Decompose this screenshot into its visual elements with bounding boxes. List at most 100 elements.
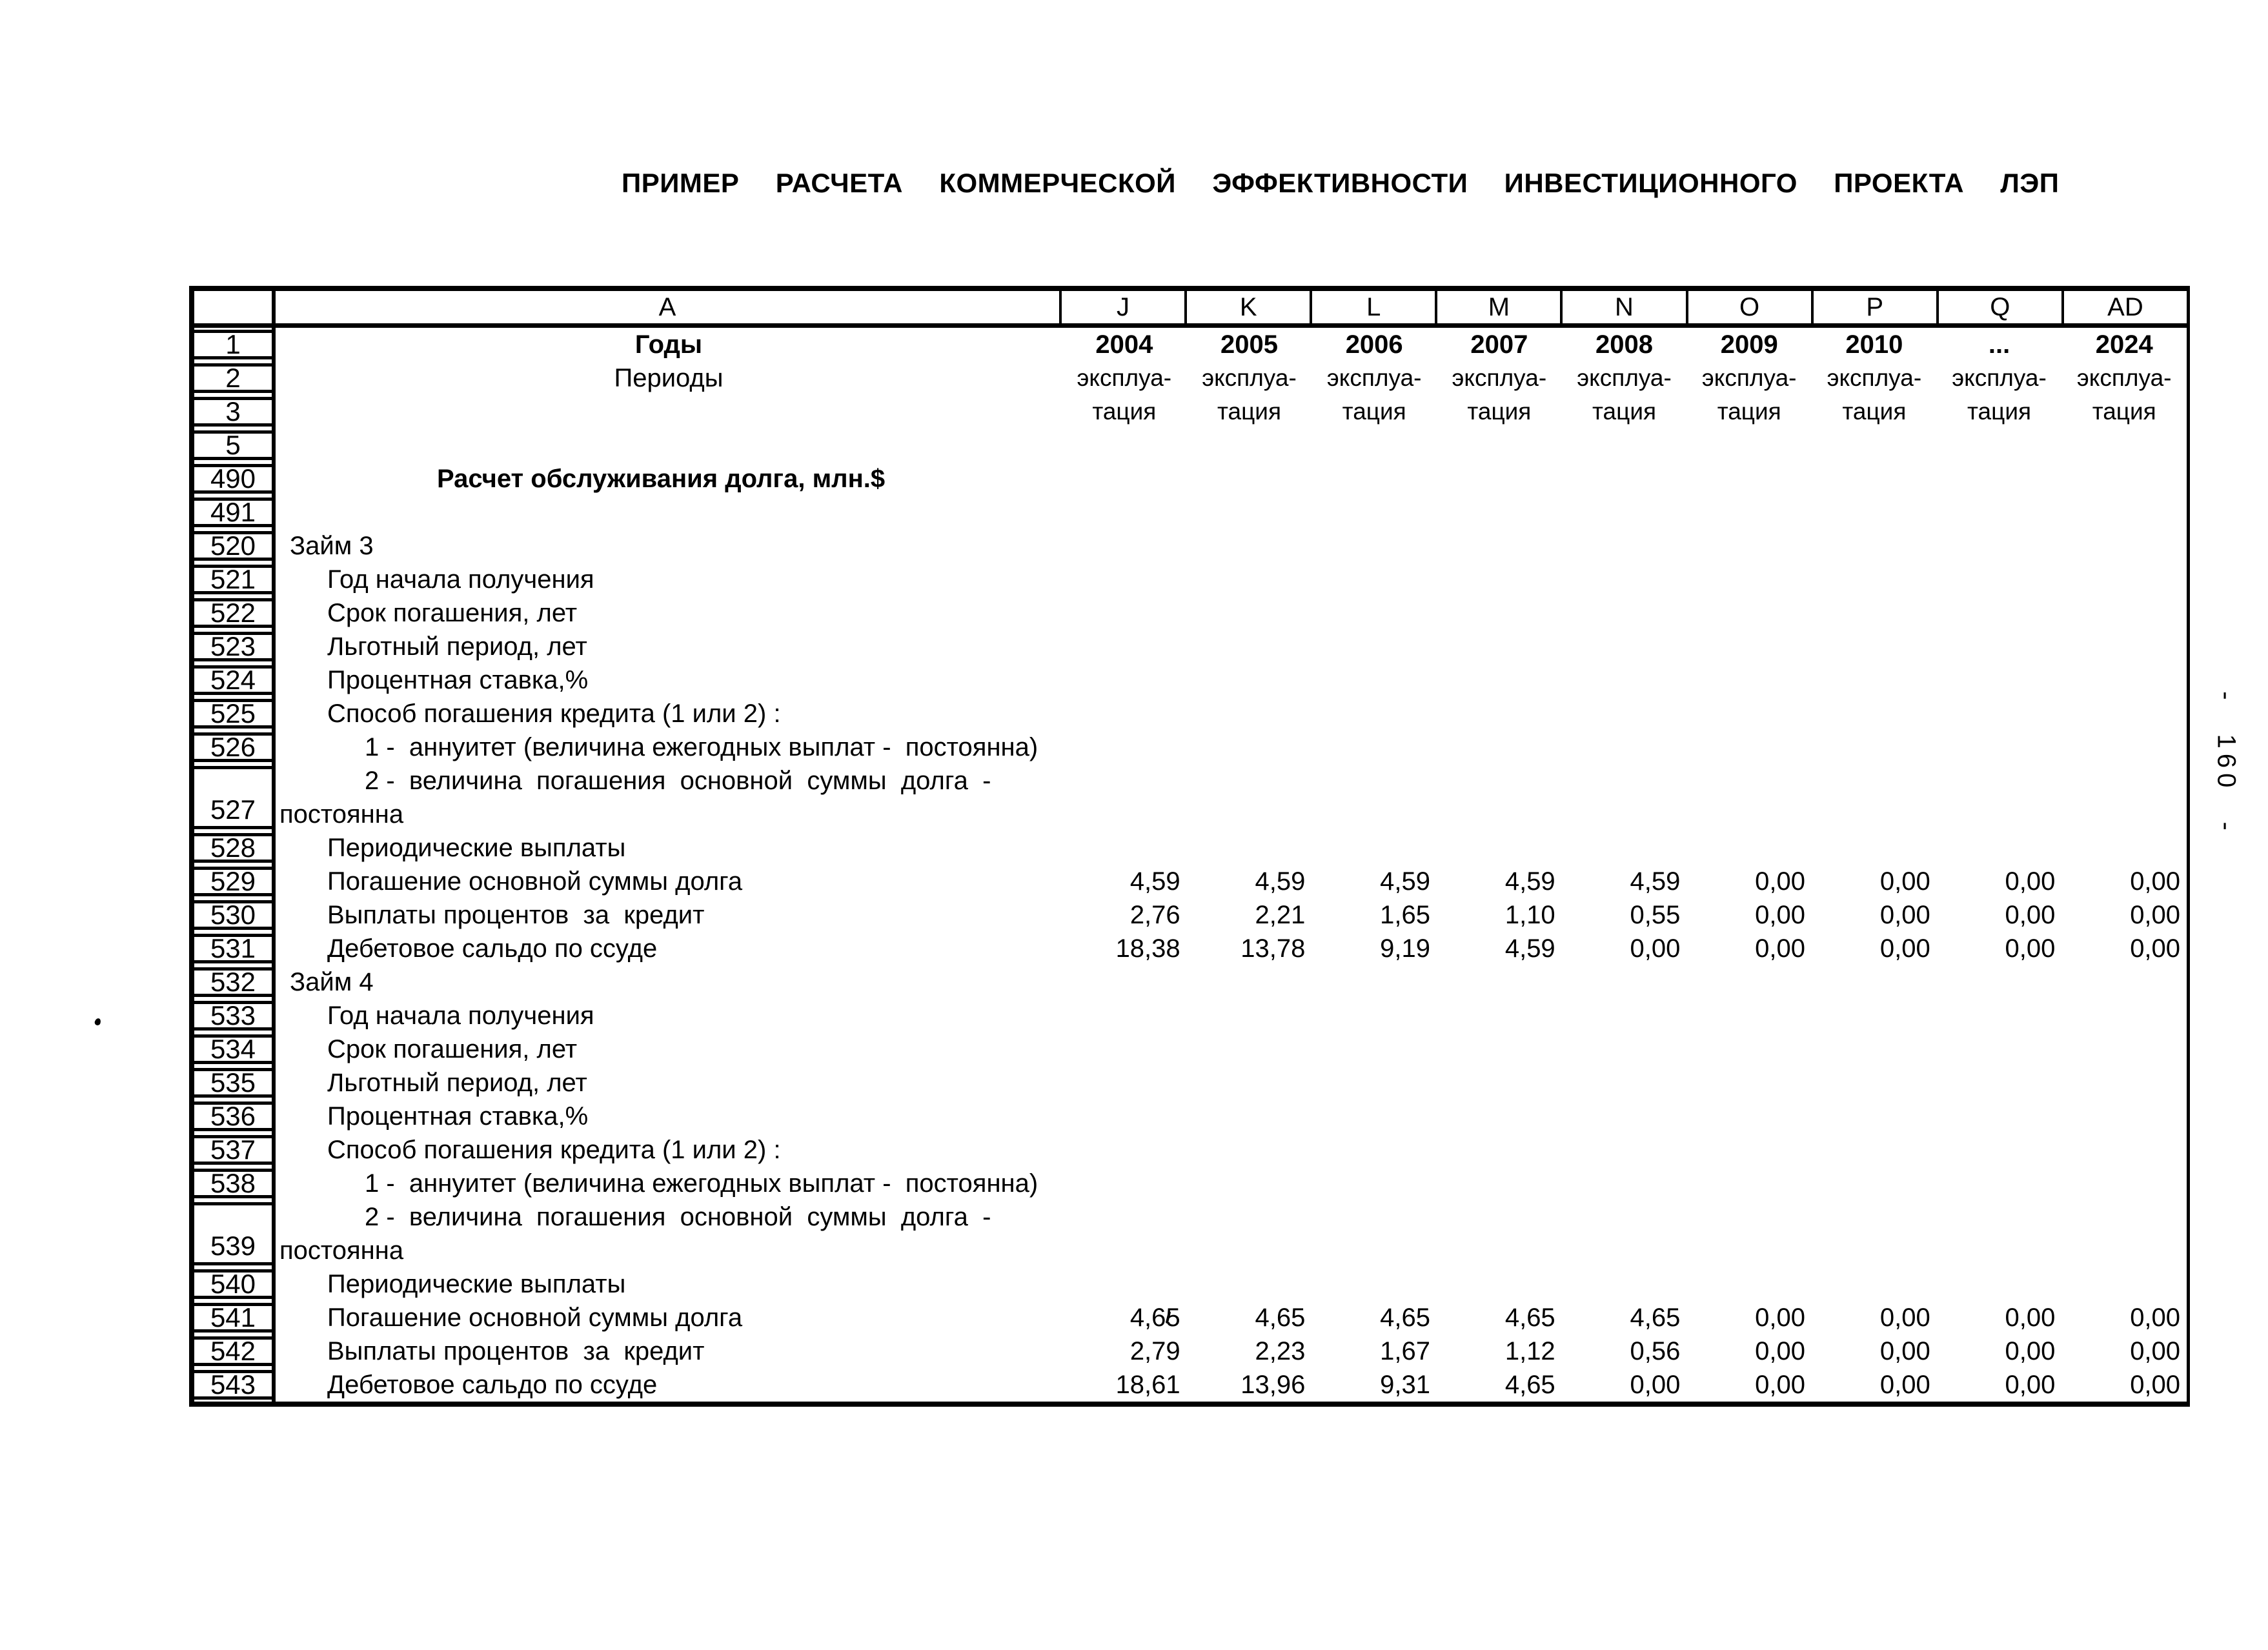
value-cell: 13,78 bbox=[1240, 934, 1306, 963]
value-cell: 4,59 bbox=[1504, 867, 1555, 896]
value-cell: 0,00 bbox=[1879, 867, 1930, 896]
row-label: Срок погашения, лет bbox=[327, 1034, 578, 1063]
column-letter: O bbox=[1688, 291, 1814, 323]
table-row: 525 Способ погашения кредита (1 или 2) : bbox=[194, 697, 2187, 730]
value-cell: 4,65 bbox=[1630, 1303, 1681, 1332]
value-cell: 0,00 bbox=[2005, 1336, 2056, 1365]
table-row: 541 Погашение основной суммы долга 4,65 4,6… bbox=[194, 1301, 2187, 1334]
value-cell: 0,00 bbox=[2130, 1370, 2181, 1399]
row-number-cell: 5 bbox=[194, 428, 276, 462]
value-cell: 0,00 bbox=[1630, 1370, 1681, 1399]
value-cell: 4,65 bbox=[1129, 1303, 1180, 1332]
value-cell: 0,00 bbox=[1879, 1303, 1930, 1332]
row-number-cell: 542 bbox=[194, 1334, 276, 1368]
value-cell: 2008 bbox=[1595, 330, 1654, 359]
value-cell: 1,67 bbox=[1380, 1336, 1431, 1365]
value-cell: 18,61 bbox=[1115, 1370, 1180, 1399]
row-number-cell: 532 bbox=[194, 965, 276, 999]
value-cell: 2006 bbox=[1345, 330, 1403, 359]
value-cell: тация bbox=[1842, 398, 1907, 425]
table-row: 524 Процентная ставка,% bbox=[194, 663, 2187, 697]
table-row: 2 Периоды эксплуа-эксплуа-эксплуа-эксплуа-… bbox=[194, 361, 2187, 395]
table-row: 490 Расчет обслуживания долга, млн.$ bbox=[194, 462, 2187, 496]
column-letter: N bbox=[1563, 291, 1688, 323]
row-label: Расчет обслуживания долга, млн.$ bbox=[437, 464, 886, 493]
table-row: 521 Год начала получения bbox=[194, 563, 2187, 596]
row-number: 2 bbox=[194, 363, 272, 393]
column-letter: AD bbox=[2107, 292, 2143, 321]
value-cell: 0,00 bbox=[1879, 900, 1930, 929]
value-cell: 4,59 bbox=[1129, 867, 1180, 896]
value-cell: 1,10 bbox=[1504, 900, 1555, 929]
row-number-cell: 538 bbox=[194, 1167, 276, 1200]
table-row: 529 Погашение основной суммы долга 4,59 4,5… bbox=[194, 865, 2187, 898]
value-cell: эксплуа- bbox=[1701, 365, 1797, 391]
row-number-cell: 490 bbox=[194, 462, 276, 496]
row-number-cell: 524 bbox=[194, 663, 276, 697]
row-number-cell: 523 bbox=[194, 630, 276, 663]
row-label: 2 - величина погашения основной суммы до… bbox=[365, 766, 991, 795]
page-number: - 160 - bbox=[2212, 691, 2241, 836]
table-row: 540 Периодические выплаты bbox=[194, 1267, 2187, 1301]
value-cell: тация bbox=[1467, 398, 1532, 425]
value-cell: 0,00 bbox=[2130, 934, 2181, 963]
row-number-cell: 521 bbox=[194, 563, 276, 596]
value-cell: эксплуа- bbox=[1827, 365, 1922, 391]
value-cell: 1,12 bbox=[1504, 1336, 1555, 1365]
row-label: Льготный период, лет bbox=[327, 632, 587, 661]
column-header-row: A J K L M N O P Q AD bbox=[194, 291, 2187, 328]
row-label: Льготный период, лет bbox=[327, 1068, 587, 1097]
value-cell: 9,19 bbox=[1380, 934, 1431, 963]
row-number-cell: 527 bbox=[194, 764, 276, 831]
value-cell: 0,00 bbox=[2005, 867, 2056, 896]
row-number: 5 bbox=[194, 430, 272, 460]
value-cell: 2,79 bbox=[1129, 1336, 1180, 1365]
value-cell: тация bbox=[2092, 398, 2156, 425]
column-letter: P bbox=[1814, 291, 1939, 323]
value-cell: 2,21 bbox=[1255, 900, 1306, 929]
value-cell: 0,00 bbox=[1879, 1336, 1930, 1365]
table-row: 530 Выплаты процентов за кредит 2,76 2,21 1,… bbox=[194, 898, 2187, 932]
value-cell: 2005 bbox=[1220, 330, 1278, 359]
table-row: 539 2 - величина погашения основной суммы… bbox=[194, 1200, 2187, 1267]
value-cell: тация bbox=[1592, 398, 1657, 425]
row-number: 535 bbox=[194, 1067, 272, 1098]
value-cell: 0,00 bbox=[1755, 1370, 1806, 1399]
row-number: 537 bbox=[194, 1134, 272, 1165]
row-number: 491 bbox=[194, 497, 272, 527]
row-label-wrap: 2 - величина погашения основной суммы до… bbox=[276, 764, 2187, 831]
row-number: 531 bbox=[194, 933, 272, 963]
value-cell: тация bbox=[1217, 398, 1282, 425]
value-cell: 0,00 bbox=[1630, 934, 1681, 963]
value-cell: эксплуа- bbox=[1577, 365, 1672, 391]
table-row: 543 Дебетовое сальдо по ссуде 18,61 13,96 9,… bbox=[194, 1368, 2187, 1402]
table-row: 538 1 - аннуитет (величина ежегодных выпл… bbox=[194, 1167, 2187, 1200]
row-number: 529 bbox=[194, 866, 272, 896]
row-number-cell: 1 bbox=[194, 328, 276, 361]
table-row: 491 bbox=[194, 496, 2187, 529]
row-label: Годы bbox=[634, 330, 703, 359]
value-cell: 0,00 bbox=[1755, 934, 1806, 963]
row-number-cell: 528 bbox=[194, 831, 276, 865]
value-cell: 4,65 bbox=[1504, 1303, 1555, 1332]
value-cell: 2004 bbox=[1095, 330, 1153, 359]
row-number: 3 bbox=[194, 396, 272, 427]
value-cell: 0,00 bbox=[2130, 867, 2181, 896]
row-label: Периоды bbox=[614, 363, 724, 392]
row-label: Дебетовое сальдо по ссуде bbox=[327, 1370, 658, 1399]
value-cell: 13,96 bbox=[1240, 1370, 1306, 1399]
table-row: 526 1 - аннуитет (величина ежегодных выпл… bbox=[194, 730, 2187, 764]
value-cell: 0,00 bbox=[1755, 867, 1806, 896]
value-cell: 0,00 bbox=[2130, 900, 2181, 929]
column-letter: Q bbox=[1939, 291, 2064, 323]
row-number-cell: 520 bbox=[194, 529, 276, 563]
row-number-cell: 539 bbox=[194, 1200, 276, 1267]
value-cell: эксплуа- bbox=[1952, 365, 2047, 391]
row-number-cell: 526 bbox=[194, 730, 276, 764]
row-label: 2 - величина погашения основной суммы до… bbox=[365, 1202, 991, 1231]
value-cell: 4,59 bbox=[1630, 867, 1681, 896]
row-number: 532 bbox=[194, 967, 272, 997]
value-cell: 18,38 bbox=[1115, 934, 1180, 963]
row-label: Займ 4 bbox=[290, 967, 374, 996]
value-cell: 0,00 bbox=[2005, 900, 2056, 929]
